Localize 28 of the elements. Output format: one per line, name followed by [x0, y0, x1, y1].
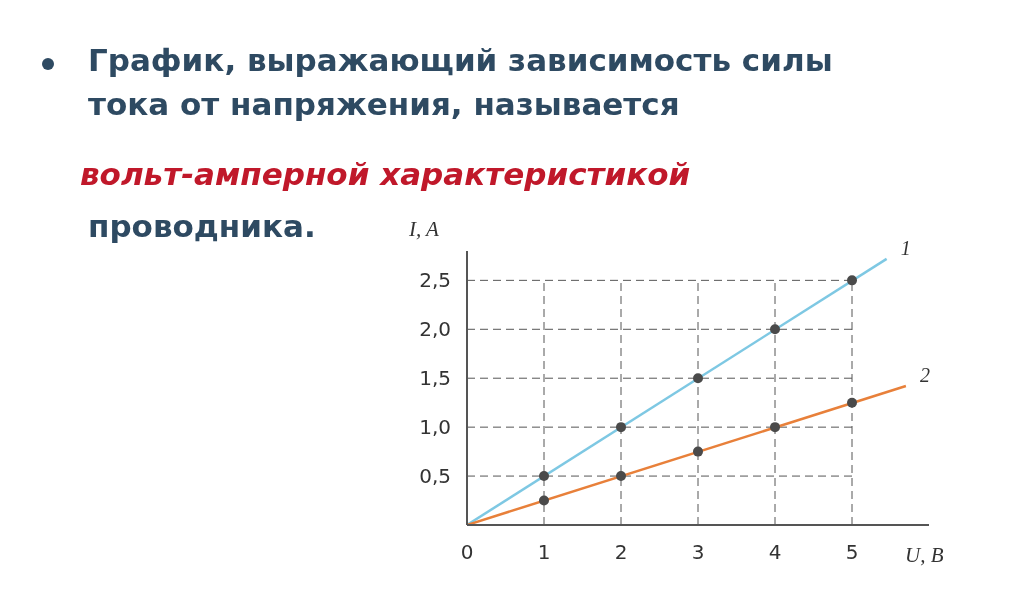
x-tick-label: 1	[537, 540, 551, 565]
point	[616, 471, 626, 482]
text: проводника.	[88, 208, 316, 244]
x-tick-label: 4	[768, 540, 782, 565]
point	[616, 422, 626, 433]
point	[770, 422, 780, 433]
x-axis-title: U, B	[905, 543, 944, 568]
point	[539, 495, 549, 506]
series-label: 2	[919, 364, 930, 387]
y-tick-label: 0,5	[419, 464, 451, 489]
chart-subtitle: вольт-амперной характеристикой	[80, 156, 691, 192]
y-tick-label: 1,5	[419, 366, 451, 391]
chart-title: График, выражающий зависимость силы тока от напряжения, называется	[88, 41, 834, 124]
point	[693, 373, 703, 384]
y-axis-title: I, A	[409, 217, 439, 242]
x-tick-label: 2	[614, 540, 628, 565]
y-tick-label: 2,0	[419, 317, 451, 342]
x-tick-label: 3	[691, 540, 705, 565]
point	[847, 397, 857, 408]
point	[770, 324, 780, 335]
series-label: 1	[900, 236, 911, 259]
x-tick-label: 0	[460, 540, 474, 565]
x-tick-label: 5	[845, 540, 859, 565]
point	[539, 471, 549, 482]
y-tick-label: 2,5	[419, 268, 451, 293]
point	[693, 446, 703, 457]
point	[847, 275, 857, 286]
y-tick-label: 1,0	[419, 415, 451, 440]
